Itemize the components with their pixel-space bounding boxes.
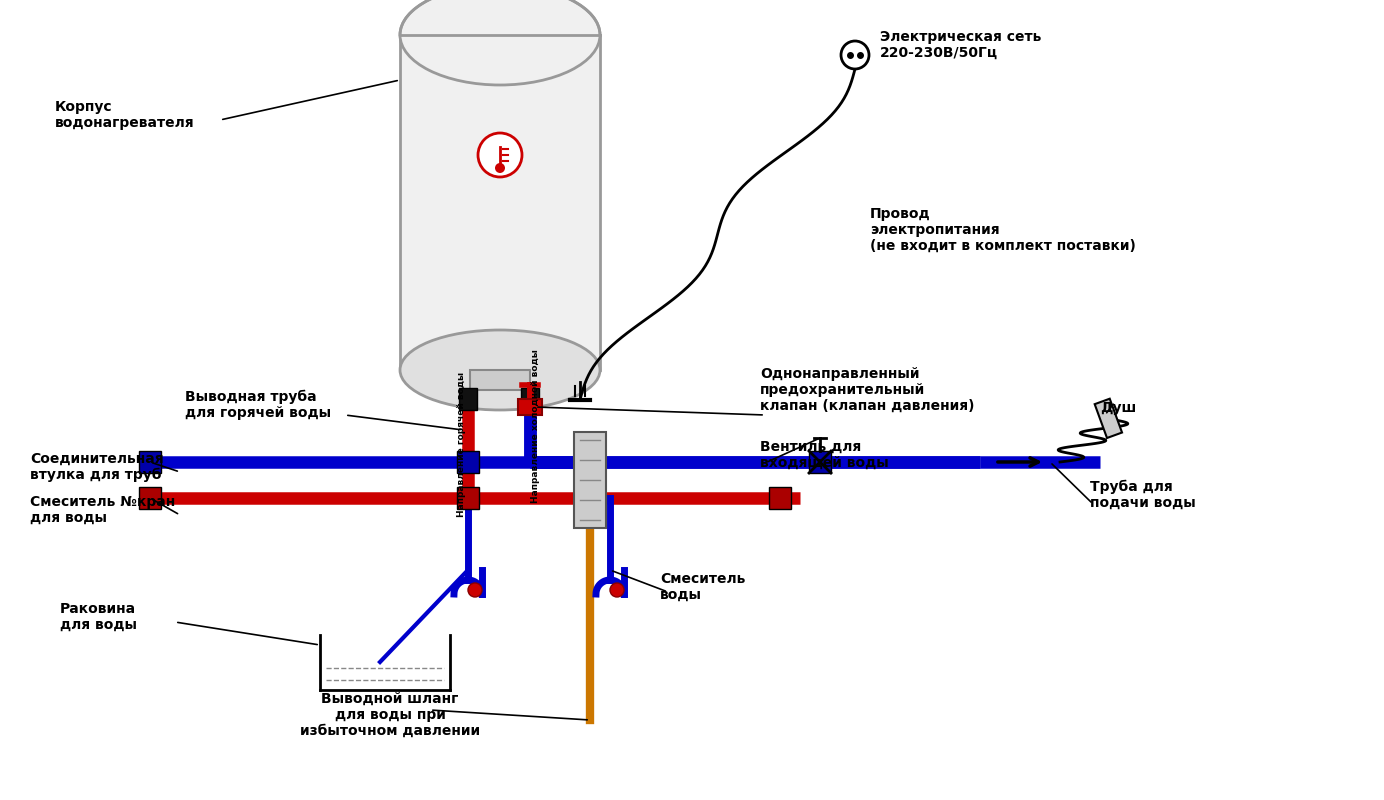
Text: Выводная труба
для горячей воды: Выводная труба для горячей воды: [185, 390, 331, 420]
Bar: [520, 388, 538, 410]
Ellipse shape: [400, 330, 601, 410]
Text: Однонаправленный
предохранительный
клапан (клапан давления): Однонаправленный предохранительный клапа…: [760, 366, 974, 413]
Text: Труба для
подачи воды: Труба для подачи воды: [1091, 480, 1196, 510]
Bar: [138, 451, 161, 473]
Bar: [579, 487, 601, 509]
Text: Душ: Душ: [1100, 401, 1136, 415]
Text: Смеситель
воды: Смеситель воды: [660, 572, 746, 602]
Bar: [518, 399, 543, 415]
Ellipse shape: [400, 0, 601, 85]
Text: Корпус
водонагревателя: Корпус водонагревателя: [55, 100, 195, 130]
Ellipse shape: [400, 0, 601, 85]
Text: Соединительная
втулка для труб: Соединительная втулка для труб: [30, 452, 163, 482]
Bar: [457, 487, 479, 509]
Circle shape: [495, 163, 505, 173]
Bar: [459, 388, 477, 410]
Text: Выводной шланг
для воды при
избыточном давлении: Выводной шланг для воды при избыточном д…: [300, 692, 480, 738]
Circle shape: [468, 583, 482, 597]
Text: Направление горячей воды: Направление горячей воды: [458, 371, 466, 517]
Bar: [138, 487, 161, 509]
Text: Направление холодной воды: Направление холодной воды: [531, 349, 541, 503]
Text: Вентиль для
входящей воды: Вентиль для входящей воды: [760, 440, 889, 470]
Text: Смеситель №кран
для воды: Смеситель №кран для воды: [30, 495, 176, 525]
Bar: [579, 451, 601, 473]
Bar: [457, 451, 479, 473]
Text: Раковина
для воды: Раковина для воды: [60, 602, 137, 632]
Bar: [810, 451, 830, 473]
Bar: [1095, 398, 1122, 438]
Bar: [770, 487, 792, 509]
Circle shape: [610, 583, 624, 597]
Circle shape: [477, 133, 522, 177]
Bar: [471, 370, 530, 390]
Text: Электрическая сеть
220-230В/50Гц: Электрическая сеть 220-230В/50Гц: [880, 30, 1041, 60]
Circle shape: [841, 41, 869, 69]
Bar: [574, 432, 606, 528]
Bar: [400, 35, 601, 370]
Text: Провод
электропитания
(не входит в комплект поставки): Провод электропитания (не входит в компл…: [871, 206, 1136, 253]
